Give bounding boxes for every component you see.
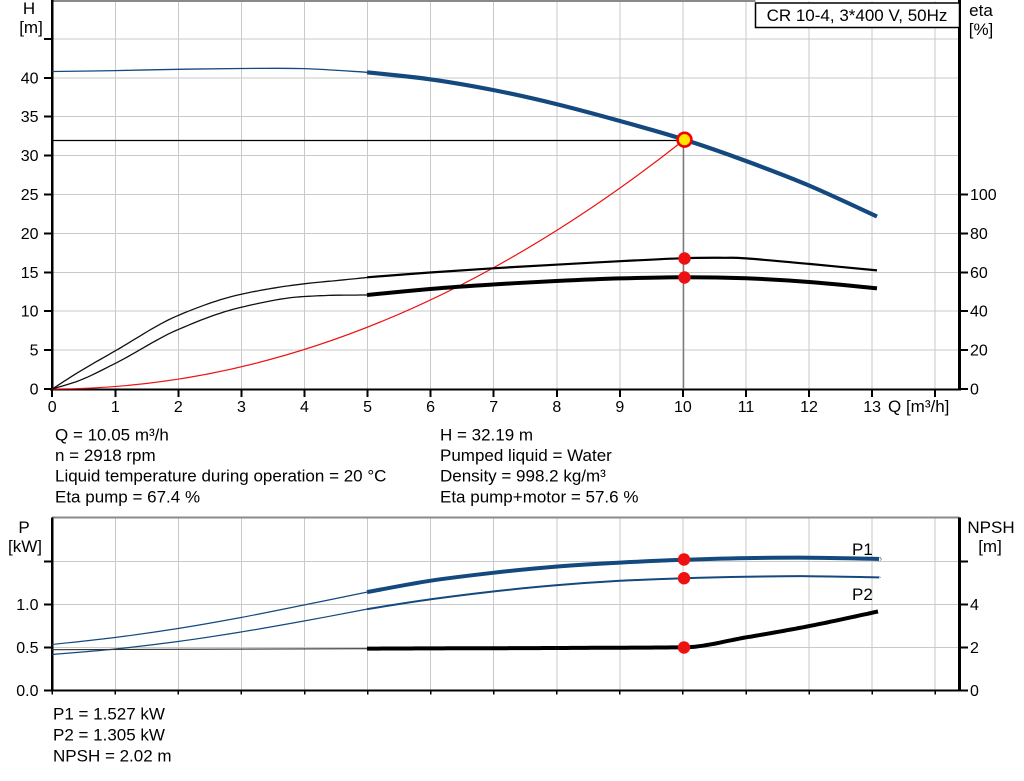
svg-text:[m]: [m] <box>978 537 1002 556</box>
svg-text:30: 30 <box>21 148 39 165</box>
svg-text:0.5: 0.5 <box>16 640 38 657</box>
svg-text:100: 100 <box>970 187 997 204</box>
svg-text:0: 0 <box>970 683 979 700</box>
svg-text:12: 12 <box>800 399 818 416</box>
svg-text:NPSH = 2.02 m: NPSH = 2.02 m <box>53 747 172 766</box>
svg-text:2: 2 <box>174 399 183 416</box>
svg-text:11: 11 <box>738 399 755 416</box>
svg-text:4: 4 <box>970 597 979 614</box>
svg-text:Eta pump+motor = 57.6 %: Eta pump+motor = 57.6 % <box>440 487 638 506</box>
svg-text:H = 32.19 m: H = 32.19 m <box>440 426 533 445</box>
svg-text:40: 40 <box>21 70 39 87</box>
svg-text:25: 25 <box>21 187 39 204</box>
svg-text:n = 2918 rpm: n = 2918 rpm <box>55 446 156 465</box>
svg-text:10: 10 <box>674 399 692 416</box>
svg-text:10: 10 <box>21 304 39 321</box>
svg-text:H: H <box>23 0 35 18</box>
svg-text:Pumped liquid = Water: Pumped liquid = Water <box>440 446 612 465</box>
svg-text:Q = 10.05 m³/h: Q = 10.05 m³/h <box>55 426 169 445</box>
svg-text:P2: P2 <box>852 585 873 604</box>
svg-text:P: P <box>18 518 29 537</box>
svg-text:4: 4 <box>300 399 309 416</box>
svg-text:60: 60 <box>970 265 988 282</box>
svg-text:NPSH: NPSH <box>967 518 1014 537</box>
svg-text:40: 40 <box>970 304 988 321</box>
svg-text:5: 5 <box>30 343 39 360</box>
svg-text:13: 13 <box>863 399 881 416</box>
svg-text:20: 20 <box>970 343 988 360</box>
svg-text:P1: P1 <box>852 540 873 559</box>
svg-text:[m]: [m] <box>19 18 43 37</box>
svg-text:1.0: 1.0 <box>16 597 38 614</box>
svg-text:8: 8 <box>552 399 561 416</box>
svg-text:35: 35 <box>21 109 39 126</box>
svg-text:P2 = 1.305 kW: P2 = 1.305 kW <box>53 726 165 745</box>
svg-text:P1 = 1.527 kW: P1 = 1.527 kW <box>53 705 165 724</box>
svg-text:Eta pump = 67.4 %: Eta pump = 67.4 % <box>55 487 200 506</box>
svg-text:Q [m³/h]: Q [m³/h] <box>888 397 949 416</box>
svg-text:0: 0 <box>48 399 57 416</box>
svg-text:9: 9 <box>615 399 624 416</box>
svg-text:eta: eta <box>969 1 993 20</box>
svg-text:1: 1 <box>111 399 120 416</box>
svg-text:[kW]: [kW] <box>8 537 42 556</box>
svg-text:5: 5 <box>363 399 372 416</box>
svg-text:15: 15 <box>21 265 39 282</box>
svg-text:7: 7 <box>489 399 498 416</box>
svg-text:6: 6 <box>426 399 435 416</box>
svg-text:CR 10-4, 3*400 V, 50Hz: CR 10-4, 3*400 V, 50Hz <box>767 6 948 25</box>
svg-text:20: 20 <box>21 226 39 243</box>
svg-text:3: 3 <box>237 399 246 416</box>
svg-text:0: 0 <box>30 382 39 399</box>
svg-text:2: 2 <box>970 640 979 657</box>
svg-text:0.0: 0.0 <box>16 683 38 700</box>
svg-text:Liquid temperature during oper: Liquid temperature during operation = 20… <box>55 467 386 486</box>
svg-text:Density = 998.2 kg/m³: Density = 998.2 kg/m³ <box>440 467 606 486</box>
svg-text:[%]: [%] <box>969 20 994 39</box>
svg-text:0: 0 <box>970 382 979 399</box>
svg-text:80: 80 <box>970 226 988 243</box>
